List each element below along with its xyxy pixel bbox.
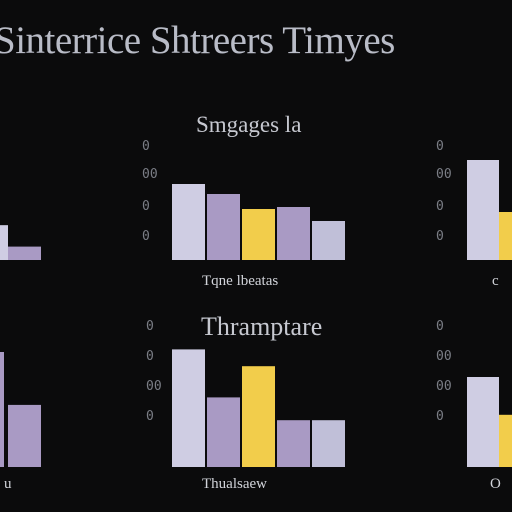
chart-2-bar-2 [207,194,240,260]
chart-5-tick-1: 0 [146,319,154,334]
title-text: Sinterrice Shtreers Timyes [0,19,395,62]
chart-6-bar-2 [499,414,512,467]
chart-2-bar-3 [242,209,275,260]
chart-5-tick-4: 0 [146,409,154,424]
chart-2-tick-3: 0 [142,199,150,214]
chart-1-bar-2 [8,246,41,260]
chart-6-tick-3: 00 [436,379,452,394]
chart-5-bar-5 [312,420,345,467]
chart-4-bar-1 [0,352,4,467]
chart-5-title: Thramptare [201,312,323,341]
chart-3-xlabel: c [492,273,499,289]
chart-5-tick-2: 0 [146,349,154,364]
chart-5-bar-3 [242,366,275,467]
chart-5-bar-1 [172,349,205,467]
chart-5-bar-4 [277,420,310,467]
chart-2-tick-2: 00 [142,167,158,182]
chart-6-tick-4: 0 [436,409,444,424]
chart-2-bar-1 [172,184,205,260]
chart-3-tick-4: 0 [436,229,444,244]
chart-2-bar-4 [277,207,310,260]
chart-4-bar-2 [8,404,41,467]
chart-2-xlabel: Tqne lbeatas [202,273,279,289]
chart-3-tick-3: 0 [436,199,444,214]
chart-2-tick-1: 0 [142,139,150,154]
chart-2-tick-4: 0 [142,229,150,244]
chart-6-bar-1 [467,377,499,467]
chart-3-tick-2: 00 [436,167,452,182]
chart-3-tick-1: 0 [436,139,444,154]
chart-6-tick-2: 00 [436,349,452,364]
chart-5-xlabel: Thualsaew [202,476,267,492]
chart-3-bar-2 [499,212,512,260]
chart-5-tick-3: 00 [146,379,162,394]
chart-6-tick-1: 0 [436,319,444,334]
chart-6-xlabel: O [490,476,501,492]
page-title: Sinterrice Shtreers Timyes [0,18,512,68]
chart-2-title: Smgages la [196,112,302,137]
chart-1-bar-1 [0,225,8,260]
chart-4-xlabel: u [4,476,12,492]
chart-2-bar-5 [312,221,345,260]
chart-5-bar-2 [207,397,240,467]
chart-3-bar-1 [467,160,499,260]
